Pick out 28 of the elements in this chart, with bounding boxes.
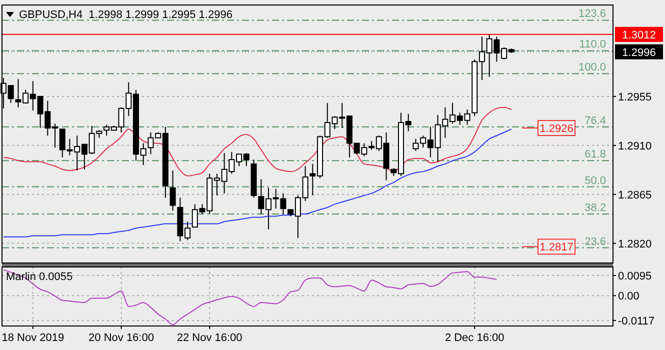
annotation: 50.0 [584,174,606,187]
chart-title: GBPUSD,H4 1.2998 1.2999 1.2995 1.2996 [19,9,232,21]
y-tick-label: -0.0117 [618,315,654,328]
annotation: 1.2817 [540,242,574,254]
line-series [2,128,512,238]
y-tick-label: 1.2820 [618,238,652,250]
candlestick [170,170,176,212]
x-tick-label: 22 Nov 16:00 [176,332,242,344]
ref-line-label: 1.3012 [622,29,656,42]
x-tick-label: 20 Nov 16:00 [88,332,154,344]
y-tick-label: 1.2910 [618,140,652,152]
annotation: 38.2 [584,202,606,214]
line-series [2,269,498,326]
x-tick-label: 18 Nov 2019 [2,332,64,344]
y-tick-label: 1.2955 [618,91,652,104]
annotation: 76.4 [584,114,606,127]
y-tick-label: 0.0095 [618,270,652,282]
annotation: 110.0 [579,38,606,51]
annotation: 61.8 [584,148,606,161]
x-tick-label: 2 Dec 16:00 [444,332,504,344]
annotation: 23.6 [584,236,606,248]
line-series [2,106,512,176]
annotation: 1.2926 [540,123,574,136]
ref-line-label: 1.2996 [622,46,656,59]
annotation: 123.6 [578,8,606,20]
y-tick-label: 0.00 [618,290,640,303]
y-tick-label: 1.2865 [618,189,652,202]
annotation: 100.0 [578,62,606,74]
